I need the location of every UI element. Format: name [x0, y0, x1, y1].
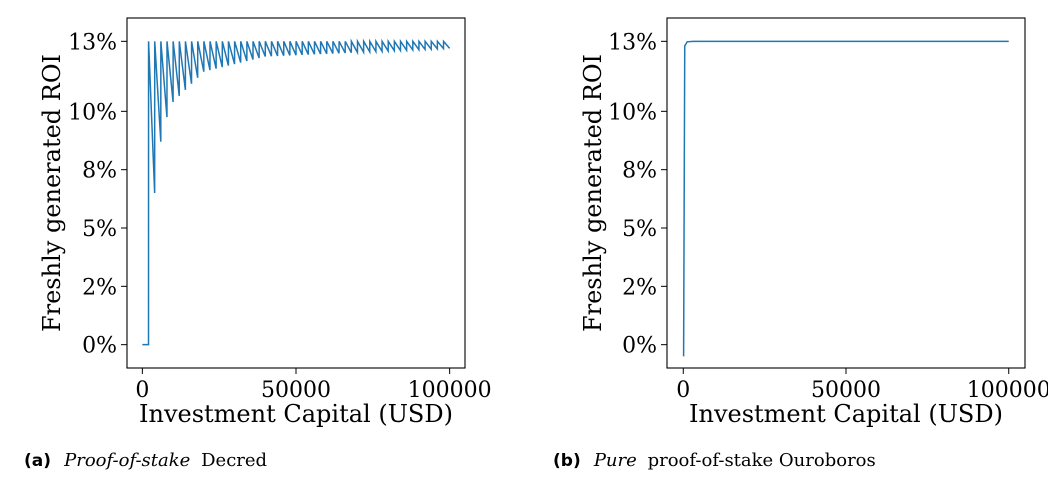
caption-b-emphasis: Pure — [593, 450, 637, 471]
y-tick-label-a-0: 0% — [82, 334, 117, 359]
plot-frame-b — [666, 17, 1026, 369]
caption-a-text: Decred — [195, 450, 267, 471]
x-axis-title-b: Investment Capital (USD) — [689, 400, 1003, 428]
x-tick-label-a-0: 0 — [135, 378, 149, 403]
y-tick-label-b-4: 10% — [608, 100, 657, 125]
y-tick-label-a-5: 13% — [68, 30, 117, 55]
x-ticks-a: 0 50000 100000 — [135, 368, 492, 403]
series-line-a — [142, 38, 451, 346]
y-ticks-a: 0% 2% 5% 8% 10% 13% — [68, 30, 127, 359]
x-tick-label-a-2: 100000 — [408, 378, 492, 403]
y-tick-label-b-5: 13% — [608, 30, 657, 55]
caption-a-emphasis: Proof-of-stake — [63, 450, 190, 471]
caption-b: (b) Pure proof-of-stake Ouroboros — [553, 450, 876, 471]
caption-a: (a) Proof-of-stake Decred — [24, 450, 267, 471]
x-tick-label-b-0: 0 — [676, 378, 690, 403]
x-ticks-b: 0 50000 100000 — [676, 368, 1048, 403]
x-tick-label-b-1: 50000 — [811, 378, 881, 403]
y-ticks-b: 0% 2% 5% 8% 10% 13% — [608, 30, 667, 359]
x-tick-label-b-2: 100000 — [967, 378, 1048, 403]
y-axis-title-b: Freshly generated ROI — [579, 54, 607, 332]
caption-b-text: proof-of-stake Ouroboros — [642, 450, 876, 471]
x-axis-title-a: Investment Capital (USD) — [139, 400, 453, 428]
plot-frame-a — [126, 17, 466, 369]
y-tick-label-a-4: 10% — [68, 100, 117, 125]
y-tick-label-a-3: 8% — [82, 159, 117, 184]
y-tick-label-b-0: 0% — [622, 334, 657, 359]
caption-a-letter: (a) — [24, 451, 51, 471]
y-tick-label-b-2: 5% — [622, 217, 657, 242]
y-tick-label-b-3: 8% — [622, 159, 657, 184]
series-line-b — [682, 40, 1009, 357]
chart-panel-a: 0% 2% 5% 8% 10% 13% 0 50000 100000 Investment C… — [38, 17, 492, 428]
x-tick-label-a-1: 50000 — [261, 378, 331, 403]
caption-b-letter: (b) — [553, 451, 581, 471]
y-tick-label-a-2: 5% — [82, 217, 117, 242]
y-tick-label-b-1: 2% — [622, 275, 657, 300]
y-tick-label-a-1: 2% — [82, 275, 117, 300]
y-axis-title-a: Freshly generated ROI — [38, 54, 66, 332]
chart-panel-b: 0% 2% 5% 8% 10% 13% 0 50000 100000 Investment C… — [579, 17, 1048, 428]
